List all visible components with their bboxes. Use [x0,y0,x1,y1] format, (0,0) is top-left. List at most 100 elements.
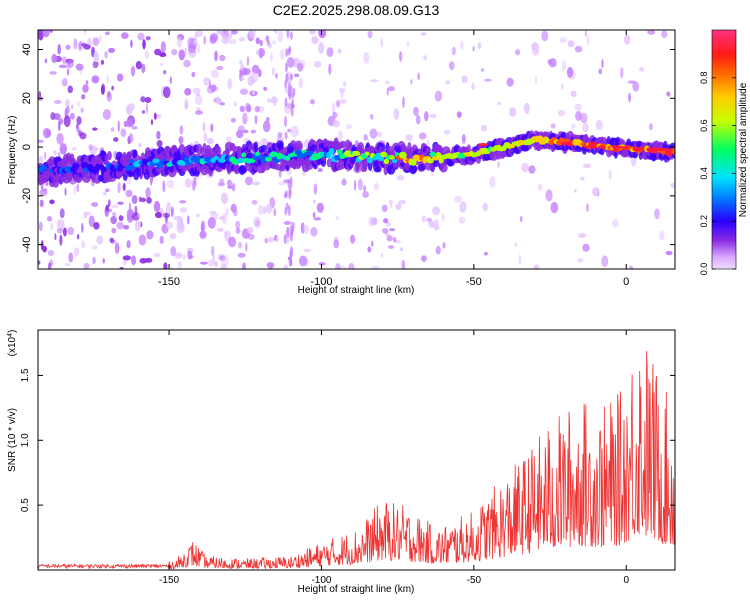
spectrogram-cell [497,160,500,169]
spectrogram-cell [294,140,303,152]
spectrogram-cell [456,111,462,118]
spectrogram-cell [363,52,370,64]
spectrogram-cell [107,199,111,207]
spectrogram-cell [337,48,342,54]
spectrogram-cell [384,80,391,85]
spectrogram-cell [290,230,294,242]
spectrogram-cell [224,230,227,237]
spectrogram-cell [380,38,383,48]
spectrogram-cell [138,196,142,203]
spectrogram-cell [105,204,109,212]
spectrogram-cell [196,43,201,54]
spectrogram-cell [550,201,559,214]
spectrogram-cell [289,73,293,81]
spectrogram-cell [131,194,138,205]
spectrogram-cell [120,128,127,138]
spectrogram-cell [73,185,76,196]
spectrogram-cell [160,62,164,67]
spectrogram-cell [105,188,110,193]
spectrogram-cell [49,199,55,205]
spectrogram-cell [128,202,132,214]
spectrogram-cell [104,31,110,36]
spectrogram-cell [144,50,150,59]
spectrogram-cell [582,163,592,168]
spectrogram-cell [480,68,485,72]
spectrogram-cell [107,150,112,161]
spectrogram-cell [409,163,417,175]
spectrogram-cell [156,140,163,148]
spectrogram-cell [337,130,344,141]
spectrogram-cell [582,122,589,133]
spectrogram-x-tick-label: -100 [310,276,332,288]
spectrogram-cell [163,262,168,269]
spectrogram-cell [80,162,89,169]
spectrogram-cell [78,41,83,51]
spectrogram-cell [234,101,237,107]
spectrogram-cell [64,187,67,196]
spectrogram-cell [647,30,656,35]
colorbar: 0.0 0.2 0.4 0.6 0.8 Normalized spectral ampl… [699,29,749,275]
spectrogram-cell [216,227,224,232]
spectrogram-cell [75,123,79,130]
spectrogram-cell [574,103,582,111]
spectrogram-x-tick-label: 0 [623,276,629,288]
spectrogram-cell [219,102,226,106]
spectrogram-cell [250,129,256,134]
spectrogram-cell [59,143,67,155]
spectrogram-cell [375,166,382,173]
spectrogram-panel: -150 -100 -50 0 -40 -20 0 20 40 Height of strai… [7,29,676,296]
colorbar-frame [711,29,737,270]
spectrogram-cell [342,81,347,87]
spectrogram-cell [532,46,540,56]
spectrogram-cell [67,59,74,68]
spectrogram-cell [152,158,160,164]
spectrogram-cell [451,46,456,56]
spectrogram-cell [91,202,99,207]
spectrogram-cell [236,129,244,139]
spectrogram-cell [53,100,62,104]
spectrogram-cell [192,87,201,94]
spectrogram-cell [402,96,405,109]
spectrogram-cell [445,80,451,85]
spectrogram-cell [308,30,316,35]
spectrogram-cell [286,30,290,39]
spectrogram-cell [291,98,295,108]
spectrogram-cell [216,96,221,105]
snr-y-scale-multiplier: (x104) [7,330,19,357]
spectrogram-cell [85,80,89,85]
spectrogram-cell [435,245,441,255]
spectrogram-cell [284,62,288,73]
spectrogram-cell [316,202,324,213]
spectrogram-cell [294,73,300,78]
spectrogram-cell [632,81,640,92]
spectrogram-cell [117,182,121,194]
spectrogram-cell [287,128,292,133]
spectrogram-cell [135,60,142,70]
spectrogram-cell [209,33,219,43]
spectrogram-cell [80,107,84,113]
spectrogram-cell [75,63,84,71]
spectrogram-cell [420,32,427,36]
spectrogram-cell [395,203,402,210]
spectrogram-cell [246,56,250,66]
spectrogram-cell [200,261,208,265]
spectrogram-cell [352,150,361,156]
spectrogram-cell [537,183,543,191]
spectrogram-cell [286,226,290,238]
spectrogram-cell [203,132,208,142]
spectrogram-y-tick-label: 20 [21,92,33,104]
colorbar-gradient [712,30,736,269]
spectrogram-cell [194,110,203,115]
spectrogram-cell [44,151,47,160]
spectrogram-cell [273,207,277,217]
spectrogram-cell [214,145,222,157]
spectrogram-cell [145,36,151,41]
spectrogram-cell [92,37,100,47]
spectrogram-cell [312,199,316,204]
spectrogram-cell [170,206,174,218]
spectrogram-cell [141,110,146,114]
spectrogram-cell [169,233,177,240]
snr-y-tick-label: 0.5 [20,498,31,512]
spectrogram-cell [276,136,285,142]
spectrogram-cell [601,58,604,69]
